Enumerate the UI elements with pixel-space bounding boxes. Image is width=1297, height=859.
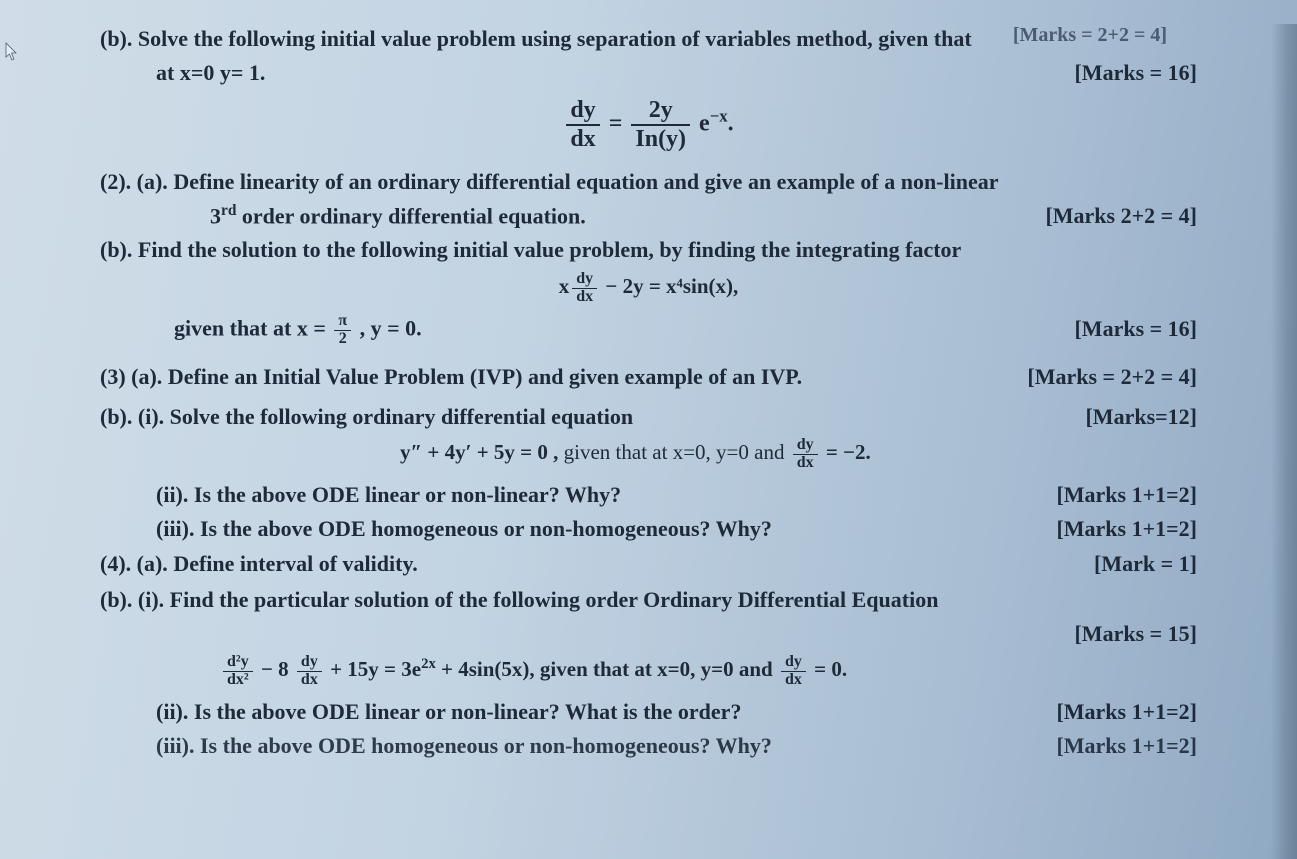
q4b-i-text: Find the particular solution of the foll… (170, 587, 939, 612)
q3a-marks: [Marks = 2+2 = 4] (1011, 362, 1197, 392)
q2a-line2: 3rd order ordinary differential equation… (100, 201, 1197, 231)
q2a-marks: [Marks 2+2 = 4] (1029, 201, 1197, 231)
q2b-line1: (b). Find the solution to the following … (100, 235, 1197, 265)
q4b-i-marks: [Marks = 15] (1058, 619, 1197, 649)
q2b-given: given that at x = π2 , y = 0. [Marks = 1… (100, 313, 1197, 348)
q3b-i: (b). (i). Solve the following ordinary d… (100, 402, 1197, 432)
q2a-l1: Define linearity of an ordinary differen… (173, 169, 998, 194)
q3b-ii-marks: [Marks 1+1=2] (1040, 480, 1197, 510)
q3a-line: (3) (a). Define an Initial Value Problem… (100, 362, 1197, 392)
q2b-marks: [Marks = 16] (1058, 314, 1197, 344)
q4a-marks: [Mark = 1] (1078, 549, 1197, 579)
partial-top-marks: [Marks = 2+2 = 4] (1013, 24, 1167, 47)
q3a-text: Define an Initial Value Problem (IVP) an… (168, 364, 802, 389)
q3b-equation: y″ + 4y′ + 5y = 0 , given that at x=0, y… (100, 437, 1197, 472)
q3b-i-prefix: (b). (i). (100, 404, 164, 429)
q4b-iii: (iii). Is the above ODE homogeneous or n… (100, 731, 1197, 761)
q4b-i-prefix: (b). (i). (100, 587, 164, 612)
q4b-ii-marks: [Marks 1+1=2] (1040, 697, 1197, 727)
q4a-prefix: (4). (a). (100, 551, 168, 576)
q3a-prefix: (3) (a). (100, 364, 162, 389)
q2b-text: Find the solution to the following initi… (138, 237, 961, 262)
q3b-i-marks: [Marks=12] (1069, 402, 1197, 432)
q1b-marks: [Marks = 16] (1058, 58, 1197, 88)
q4a-text: Define interval of validity. (173, 551, 417, 576)
q4b-equation: d²ydx² − 8 dydx + 15y = 3e2x + 4sin(5x),… (100, 654, 1197, 689)
q4b-i-marks-line: [Marks = 15] (100, 619, 1197, 649)
q1b-text: Solve the following initial value proble… (138, 26, 972, 51)
q2a-prefix: (2). (a). (100, 169, 168, 194)
q4b-iii-marks: [Marks 1+1=2] (1040, 731, 1197, 761)
q1b-equation: dydx = 2yIn(y) e−x. (100, 97, 1197, 153)
q1b-cond: at x=0 y= 1. (156, 58, 265, 88)
q4b-i: (b). (i). Find the particular solution o… (100, 585, 1197, 615)
q3b-iii: (iii). Is the above ODE homogeneous or n… (100, 514, 1197, 544)
right-page-shadow (1271, 24, 1297, 859)
q2a-line1: (2). (a). Define linearity of an ordinar… (100, 167, 1197, 197)
q4b-ii: (ii). Is the above ODE linear or non-lin… (100, 697, 1197, 727)
q3b-i-text: Solve the following ordinary differentia… (170, 404, 633, 429)
q2b-prefix: (b). (100, 237, 132, 262)
q1b-prefix: (b). (100, 26, 132, 51)
q3b-iii-marks: [Marks 1+1=2] (1040, 514, 1197, 544)
q1b-line2: at x=0 y= 1. [Marks = 16] (100, 58, 1197, 88)
q2b-equation: xdydx − 2y = x⁴sin(x), (100, 271, 1197, 306)
exam-page: [Marks = 2+2 = 4] (b). Solve the followi… (0, 24, 1297, 859)
q4a-line: (4). (a). Define interval of validity. [… (100, 549, 1197, 579)
mouse-cursor-icon (4, 42, 20, 62)
q3b-ii: (ii). Is the above ODE linear or non-lin… (100, 480, 1197, 510)
